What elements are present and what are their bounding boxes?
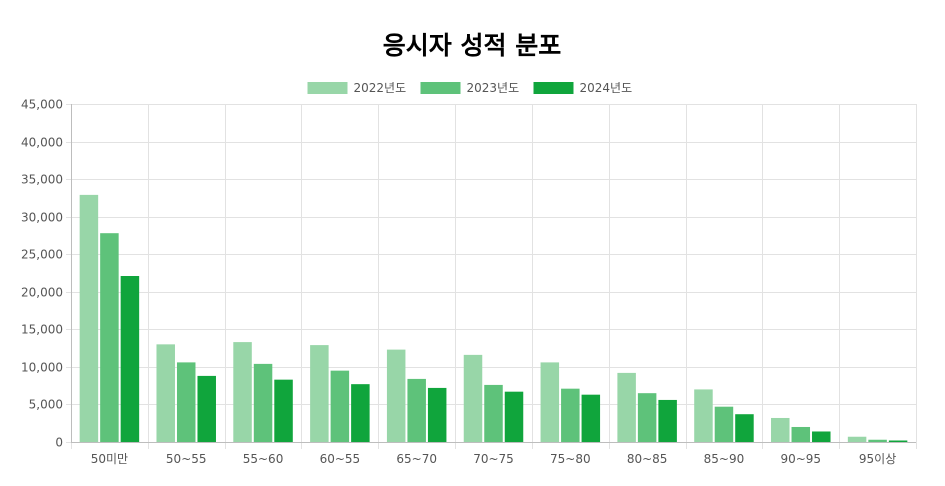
bar-1-8 bbox=[617, 372, 636, 442]
bar-2-7 bbox=[561, 388, 580, 442]
legend-swatch bbox=[307, 82, 348, 94]
bar-2-2 bbox=[176, 362, 196, 442]
y-axis: 0 5,000 10,000 15,000 20,000 25,000 30,000 35,0… bbox=[21, 98, 72, 450]
bar-1-3 bbox=[233, 342, 252, 442]
legend[interactable]: 2022년도 2023년도 2024년도 bbox=[307, 81, 633, 95]
bar-2-1 bbox=[100, 233, 119, 442]
legend-item-3[interactable]: 2024년도 bbox=[533, 81, 633, 95]
bar-3-11 bbox=[888, 440, 908, 442]
bar-1-9 bbox=[694, 389, 713, 442]
bar-3-10 bbox=[812, 431, 831, 442]
x-tick-label: 60~55 bbox=[320, 452, 361, 466]
y-tick-label: 10,000 bbox=[21, 361, 63, 375]
bar-1-6 bbox=[463, 354, 483, 442]
legend-label: 2023년도 bbox=[467, 81, 520, 95]
x-tick-label: 95이상 bbox=[859, 452, 896, 466]
bar-1-5 bbox=[386, 349, 406, 442]
x-tick-label: 75~80 bbox=[550, 452, 591, 466]
bar-1-11 bbox=[847, 436, 867, 442]
bars bbox=[79, 194, 908, 442]
x-tick-label: 55~60 bbox=[243, 452, 284, 466]
x-tick-label: 85~90 bbox=[704, 452, 745, 466]
y-tick-label: 20,000 bbox=[21, 286, 63, 300]
bar-3-8 bbox=[658, 399, 677, 442]
y-tick-label: 35,000 bbox=[21, 173, 63, 187]
bar-1-1 bbox=[79, 194, 99, 442]
bar-2-6 bbox=[484, 384, 503, 442]
legend-label: 2024년도 bbox=[580, 81, 633, 95]
legend-label: 2022년도 bbox=[354, 81, 407, 95]
bar-3-1 bbox=[120, 276, 140, 442]
legend-item-1[interactable]: 2022년도 bbox=[307, 81, 407, 95]
bar-3-5 bbox=[427, 387, 447, 442]
bar-2-5 bbox=[407, 378, 426, 442]
bar-1-4 bbox=[310, 345, 329, 442]
y-tick-label: 45,000 bbox=[21, 98, 63, 112]
bar-2-9 bbox=[714, 406, 734, 442]
x-tick-label: 90~95 bbox=[780, 452, 821, 466]
bar-2-10 bbox=[791, 426, 811, 442]
bar-1-2 bbox=[156, 344, 175, 442]
x-tick-label: 50~55 bbox=[166, 452, 207, 466]
y-tick-label: 40,000 bbox=[21, 136, 63, 150]
bar-2-3 bbox=[253, 363, 273, 442]
y-tick-label: 15,000 bbox=[21, 323, 63, 337]
legend-swatch bbox=[533, 82, 574, 94]
bar-3-7 bbox=[581, 394, 601, 442]
bar-2-4 bbox=[330, 370, 350, 442]
y-tick-label: 0 bbox=[55, 436, 63, 450]
bar-2-11 bbox=[868, 439, 887, 442]
bar-3-4 bbox=[351, 384, 370, 442]
y-tick-label: 30,000 bbox=[21, 211, 63, 225]
x-tick-label: 50미만 bbox=[91, 452, 128, 466]
bar-3-6 bbox=[504, 391, 524, 442]
x-tick-label: 70~75 bbox=[473, 452, 514, 466]
x-tick-label: 80~85 bbox=[627, 452, 668, 466]
legend-swatch bbox=[420, 82, 461, 94]
legend-item-2[interactable]: 2023년도 bbox=[420, 81, 520, 95]
bar-2-8 bbox=[637, 393, 657, 442]
bar-3-9 bbox=[735, 414, 754, 442]
y-tick-label: 5,000 bbox=[29, 398, 63, 412]
bar-3-2 bbox=[197, 375, 216, 442]
x-axis: 50미만 50~55 55~60 60~55 65~70 70~75 75~80 80~85 8… bbox=[71, 442, 916, 466]
x-tick-label: 65~70 bbox=[396, 452, 437, 466]
y-tick-label: 25,000 bbox=[21, 248, 63, 262]
bar-1-10 bbox=[771, 417, 790, 442]
bar-3-3 bbox=[274, 379, 293, 442]
bar-1-7 bbox=[540, 362, 560, 442]
chart-title: 응시자 성적 분포 bbox=[383, 31, 561, 60]
